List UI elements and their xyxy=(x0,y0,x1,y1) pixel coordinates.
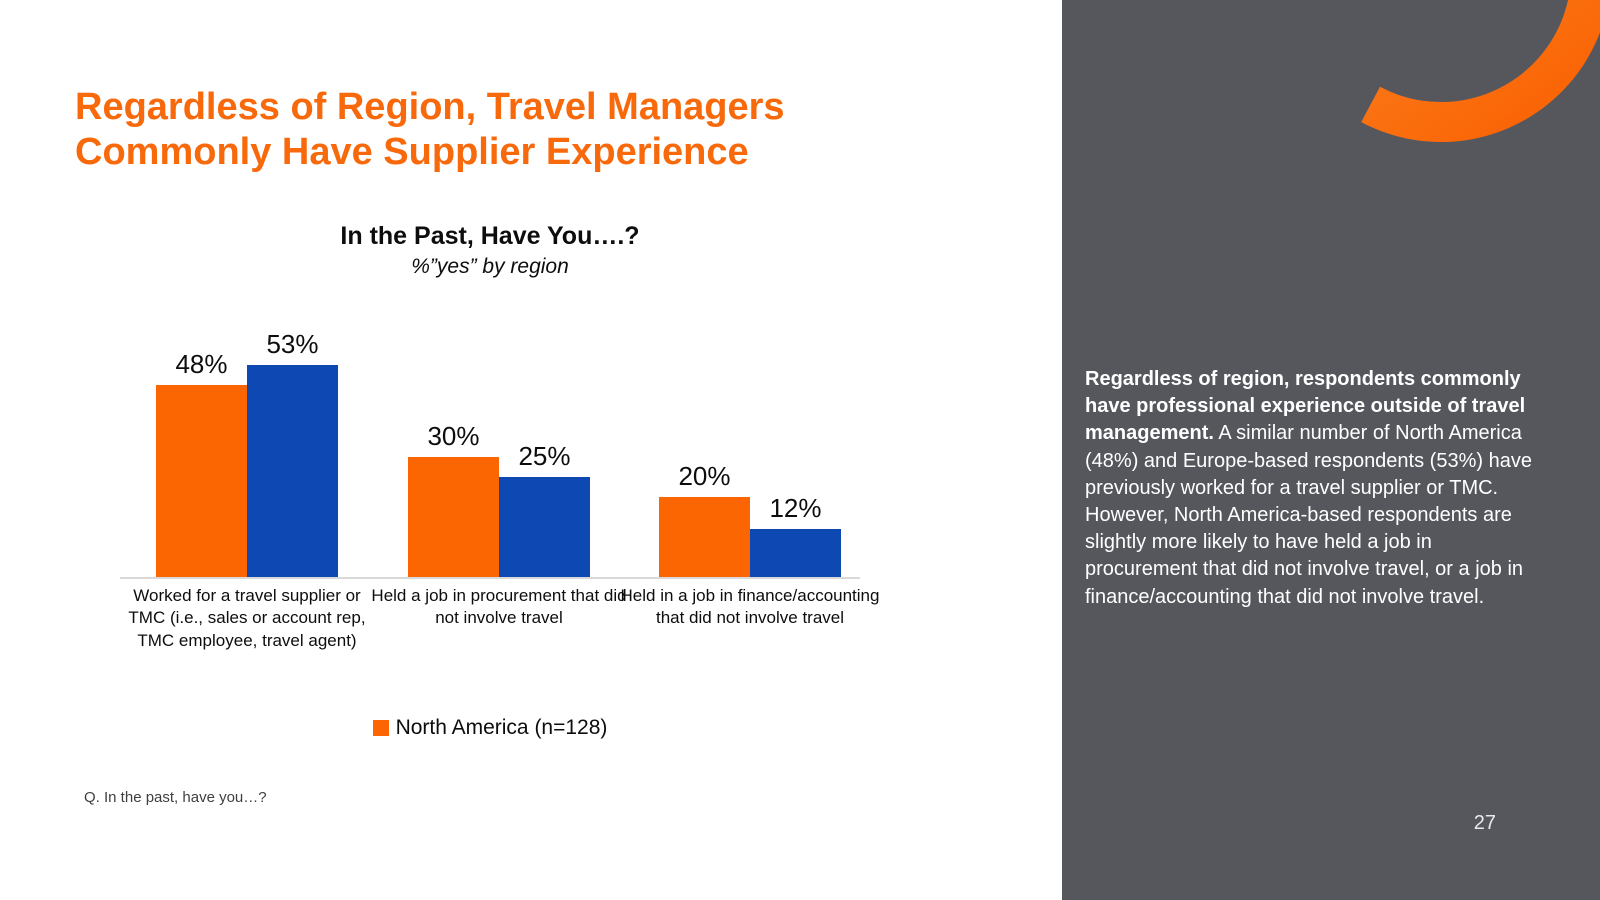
category-label: Worked for a travel supplier or TMC (i.e… xyxy=(128,586,366,650)
bar xyxy=(750,529,841,577)
bar-group: 48% 53% xyxy=(156,329,338,577)
legend-label: North America (n=128) xyxy=(395,716,608,739)
chart-legend: North America (n=128) xyxy=(120,716,860,740)
chart-title: In the Past, Have You….? xyxy=(340,222,640,250)
bar-group: 20% 12% xyxy=(659,461,841,577)
bar-value-label: 53% xyxy=(266,329,319,359)
bar xyxy=(247,365,338,577)
slide-title: Regardless of Region, Travel Managers Co… xyxy=(75,86,785,173)
bar-column: 12% xyxy=(750,493,841,577)
bar-group: 30% 25% xyxy=(408,421,590,577)
bar-column: 25% xyxy=(499,441,590,577)
bar-column: 30% xyxy=(408,421,499,577)
page-number: 27 xyxy=(1473,812,1496,834)
bar xyxy=(659,497,750,577)
commentary-regular-text: A similar number of North America (48%) … xyxy=(1085,422,1532,608)
bar-value-label: 48% xyxy=(175,349,228,379)
legend-swatch xyxy=(372,720,389,736)
sidebar-panel: Regardless of region, respondents common… xyxy=(1062,0,1600,900)
bar-column: 53% xyxy=(247,329,338,577)
sunburst-logo xyxy=(1361,0,1600,142)
bar xyxy=(499,477,590,577)
question-footnote: Q. In the past, have you…? xyxy=(84,789,267,806)
category-axis: Worked for a travel supplier or TMC (i.e… xyxy=(120,585,879,685)
chart-plot: 48% 53% 30% 25% 20% 12% xyxy=(120,325,860,579)
bar-value-label: 20% xyxy=(678,461,731,491)
bar-column: 48% xyxy=(156,349,247,577)
bar-chart: In the Past, Have You….? %”yes” by regio… xyxy=(120,222,879,782)
category-label: Held a job in procurement that did not i… xyxy=(371,586,627,628)
category-label: Held in a job in finance/accounting that… xyxy=(620,586,880,628)
commentary-bold-text: Regardless of region, respondents common… xyxy=(1085,368,1526,445)
sidebar-commentary: Regardless of region, respondents common… xyxy=(1085,366,1537,611)
bar xyxy=(408,457,499,577)
bar xyxy=(156,385,247,577)
bar-value-label: 30% xyxy=(427,421,480,451)
chart-subtitle: %”yes” by region xyxy=(411,255,569,278)
bar-value-label: 25% xyxy=(518,441,571,471)
bar-value-label: 12% xyxy=(769,493,822,523)
bar-column: 20% xyxy=(659,461,750,577)
